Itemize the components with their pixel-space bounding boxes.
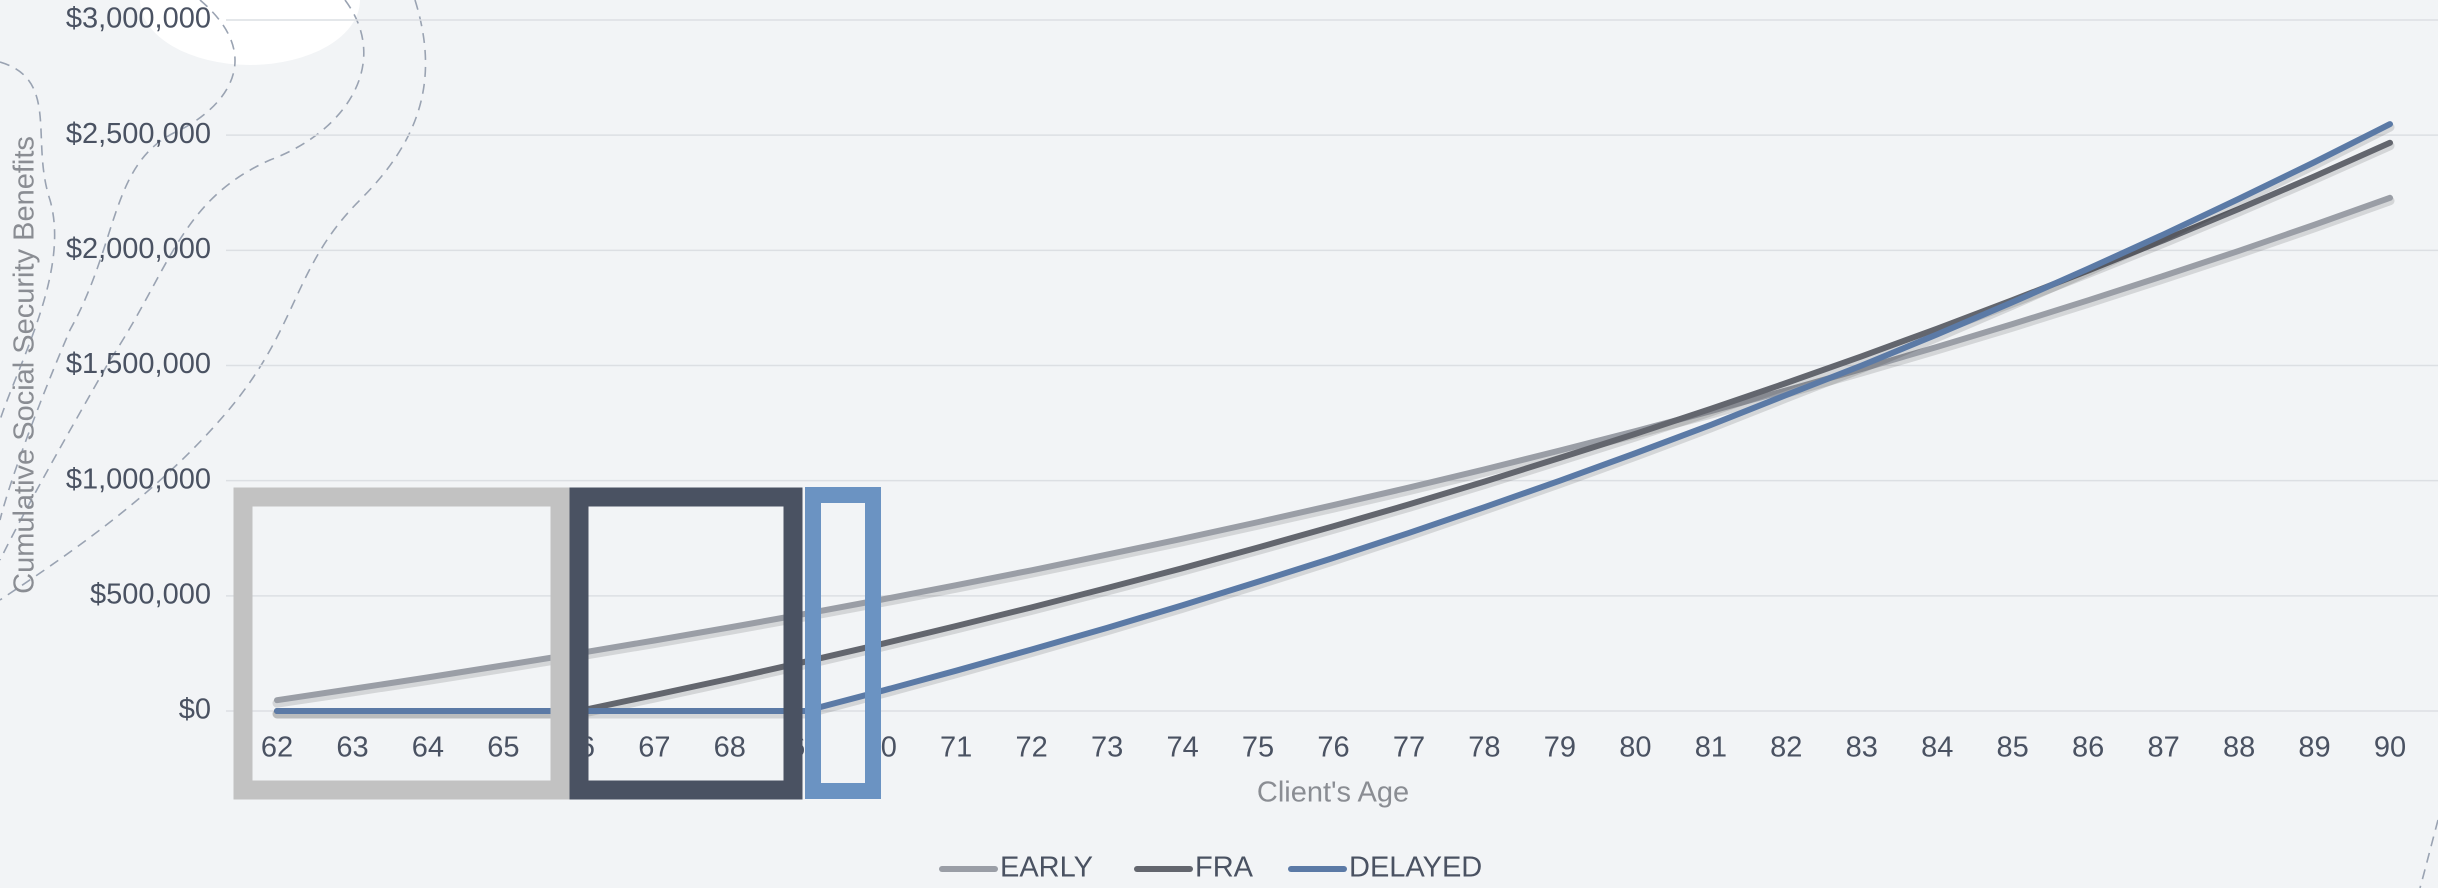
x-tick-label: 63 xyxy=(336,732,368,764)
x-tick-label: 85 xyxy=(1997,732,2029,764)
y-tick-label: $1,500,000 xyxy=(66,348,211,380)
x-tick-label: 82 xyxy=(1770,732,1802,764)
x-tick-label: 78 xyxy=(1468,732,1500,764)
x-tick-label: 65 xyxy=(487,732,519,764)
highlight-boxes xyxy=(233,487,881,800)
y-axis-title: Cumulative Social Security Benefits xyxy=(9,136,41,594)
fra-box xyxy=(569,487,803,800)
x-axis-title: Client's Age xyxy=(1257,777,1409,809)
y-tick-label: $500,000 xyxy=(90,578,211,610)
x-tick-label: 88 xyxy=(2223,732,2255,764)
grid xyxy=(226,19,2438,712)
x-tick-label: 87 xyxy=(2147,732,2179,764)
delayed-box xyxy=(805,487,881,799)
y-tick-label: $3,000,000 xyxy=(66,3,211,35)
x-tick-label: 76 xyxy=(1317,732,1349,764)
x-tick-label: 77 xyxy=(1393,732,1425,764)
x-tick-label: 83 xyxy=(1846,732,1878,764)
x-tick-label: 74 xyxy=(1166,732,1198,764)
y-tick-label: $2,000,000 xyxy=(66,233,211,265)
x-tick-label: 81 xyxy=(1695,732,1727,764)
y-tick-label: $0 xyxy=(179,694,211,726)
legend-label: DELAYED xyxy=(1349,852,1482,884)
legend: EARLY FRA DELAYED xyxy=(939,852,1482,884)
x-tick-label: 86 xyxy=(2072,732,2104,764)
legend-label: EARLY xyxy=(1000,852,1093,884)
x-tick-label: 79 xyxy=(1544,732,1576,764)
legend-label: FRA xyxy=(1195,852,1254,884)
x-tick-label: 68 xyxy=(714,732,746,764)
x-tick-label: 72 xyxy=(1016,732,1048,764)
x-tick-label: 64 xyxy=(412,732,444,764)
y-tick-label: $2,500,000 xyxy=(66,118,211,150)
x-tick-label: 90 xyxy=(2374,732,2406,764)
x-tick-label: 75 xyxy=(1242,732,1274,764)
y-tick-label: $1,000,000 xyxy=(66,463,211,495)
x-tick-label: 80 xyxy=(1619,732,1651,764)
labels: $0 $500,000 $1,000,000 $1,500,000 $2,000,000… xyxy=(66,3,2406,764)
x-tick-label: 73 xyxy=(1091,732,1123,764)
early-box xyxy=(233,487,570,800)
x-tick-label: 89 xyxy=(2298,732,2330,764)
x-tick-label: 84 xyxy=(1921,732,1953,764)
series-line xyxy=(274,194,2393,704)
lines xyxy=(272,121,2395,719)
x-tick-label: 67 xyxy=(638,732,670,764)
x-tick-label: 71 xyxy=(940,732,972,764)
series-line xyxy=(274,121,2393,714)
x-tick-label: 62 xyxy=(261,732,293,764)
